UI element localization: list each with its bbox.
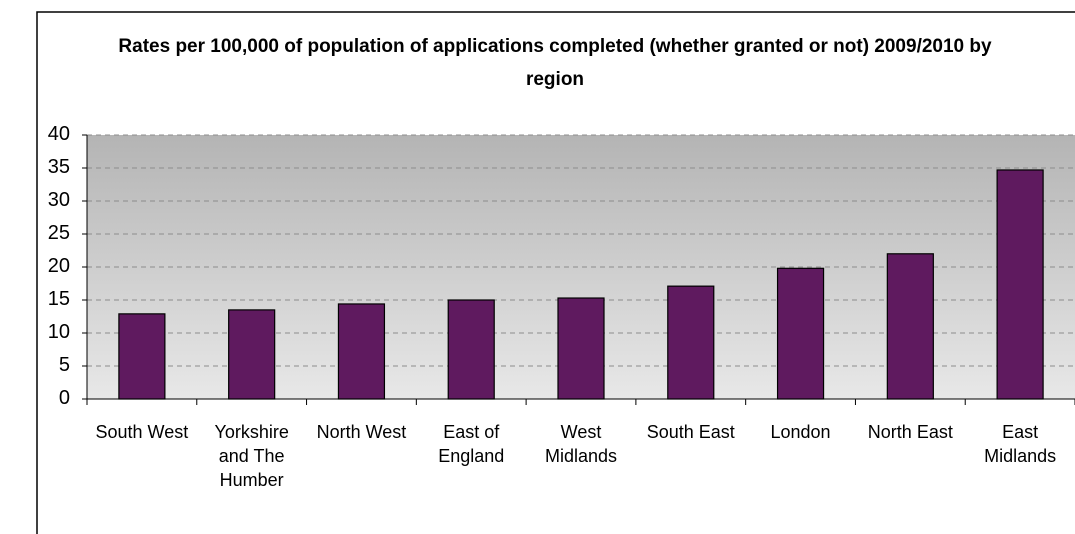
- bar: [996, 169, 1044, 400]
- x-tick-label: West Midlands: [544, 422, 618, 466]
- chart-title: Rates per 100,000 of population of appli…: [118, 36, 992, 90]
- y-tick-label: 30: [47, 189, 70, 211]
- bar: [667, 285, 715, 400]
- bar: [776, 267, 825, 400]
- x-tick-label: North East: [867, 422, 953, 442]
- bar: [118, 313, 166, 400]
- y-tick-label: 25: [47, 222, 70, 244]
- y-tick-label: 40: [47, 123, 70, 145]
- bar: [228, 309, 276, 400]
- y-tick-label: 35: [47, 156, 70, 178]
- x-tick-label: Yorkshire and The Humber: [214, 422, 289, 490]
- bar: [337, 303, 386, 400]
- x-tick-label: North West: [316, 422, 407, 442]
- bar: [886, 253, 934, 400]
- x-tick-label: South East: [646, 422, 735, 442]
- y-tick-label: 10: [47, 321, 70, 343]
- y-tick-label: 0: [58, 387, 70, 409]
- x-tick-label: London: [770, 422, 831, 442]
- y-tick-label: 20: [47, 255, 70, 277]
- x-tick-label: East Midlands: [984, 422, 1057, 466]
- x-tick-label: East of England: [438, 422, 505, 466]
- bar: [447, 299, 495, 400]
- bar: [557, 297, 605, 400]
- y-tick-label: 15: [47, 288, 70, 310]
- y-tick-label: 5: [58, 354, 70, 376]
- x-tick-label: South West: [95, 422, 189, 442]
